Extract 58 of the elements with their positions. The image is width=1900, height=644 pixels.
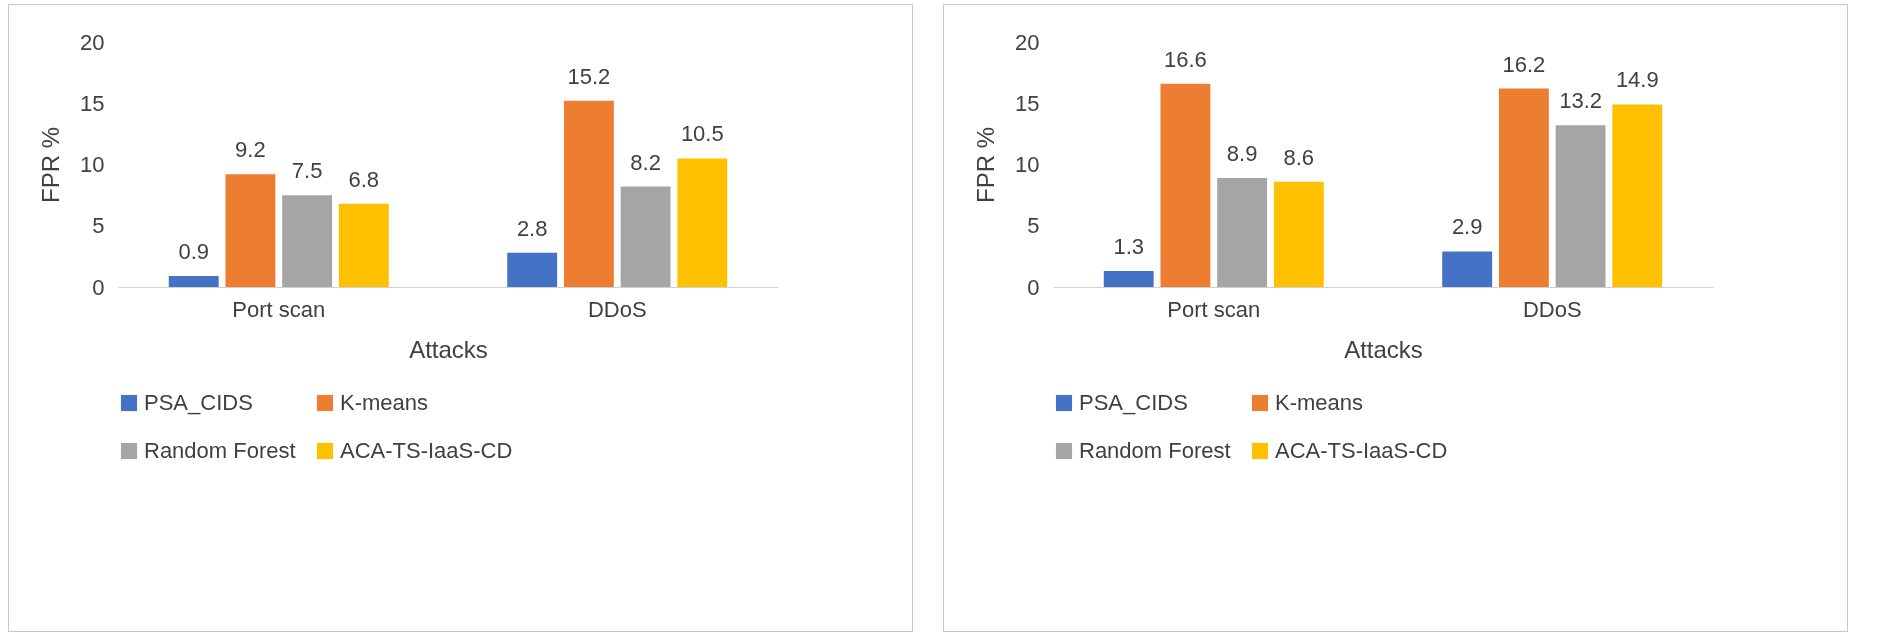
y-tick-label: 15 [1015, 90, 1040, 116]
bar [1103, 271, 1154, 287]
data-label: 16.2 [1502, 51, 1546, 77]
legend-label: Random Forest [1079, 438, 1231, 463]
bar [620, 186, 671, 287]
y-tick-label: 10 [80, 152, 105, 177]
bar [1498, 88, 1549, 287]
bar [1160, 83, 1211, 287]
bar [1217, 177, 1268, 287]
x-axis-title: Attacks [409, 335, 488, 363]
y-tick-label: 20 [1015, 29, 1040, 55]
legend-label: K-means [340, 390, 429, 415]
data-label: 13.2 [1559, 88, 1602, 114]
data-label: 8.6 [1283, 144, 1315, 170]
data-label: 0.9 [178, 238, 210, 264]
y-tick-label: 10 [1015, 152, 1040, 177]
x-axis-title: Attacks [1344, 335, 1423, 363]
bar [677, 158, 728, 287]
y-tick-label: 15 [80, 90, 105, 116]
bar [1442, 251, 1493, 287]
legend-label: PSA_CIDS [144, 390, 253, 415]
data-label: 7.5 [291, 158, 323, 184]
data-label: 8.9 [1226, 140, 1258, 166]
y-tick-label: 0 [1027, 274, 1040, 300]
data-label: 2.8 [516, 215, 548, 241]
data-label: 9.2 [235, 137, 266, 163]
legend-label: ACA-TS-IaaS-CD [340, 438, 513, 463]
y-tick-label: 5 [1027, 213, 1040, 239]
legend-label: ACA-TS-IaaS-CD [1275, 438, 1448, 463]
bar [1612, 104, 1663, 287]
data-label: 16.6 [1164, 46, 1207, 72]
data-label: 6.8 [348, 166, 380, 192]
data-label: 10.5 [680, 121, 724, 147]
bar [563, 100, 614, 287]
x-tick-label: DDoS [587, 296, 647, 322]
bar [338, 203, 389, 287]
y-axis-title: FPR % [37, 126, 65, 204]
legend-label: K-means [1275, 390, 1364, 415]
y-tick-label: 20 [80, 29, 105, 55]
legend-label: Random Forest [144, 438, 296, 463]
legend-label: PSA_CIDS [1079, 390, 1188, 415]
data-label: 14.9 [1615, 67, 1659, 93]
data-label: 2.9 [1451, 214, 1483, 240]
x-tick-label: DDoS [1522, 296, 1582, 322]
bar [507, 252, 558, 287]
y-axis-title: FPR % [972, 126, 1000, 204]
bar [225, 174, 276, 287]
y-tick-label: 0 [92, 274, 105, 300]
x-tick-label: Port scan [232, 296, 326, 322]
bar [282, 195, 333, 287]
bar [168, 275, 219, 287]
data-label: 1.3 [1113, 234, 1145, 260]
x-tick-label: Port scan [1167, 296, 1261, 322]
y-tick-label: 5 [92, 213, 105, 239]
data-label: 8.2 [630, 149, 661, 175]
data-label: 15.2 [567, 63, 611, 89]
bar [1555, 125, 1606, 287]
bar [1273, 181, 1324, 287]
